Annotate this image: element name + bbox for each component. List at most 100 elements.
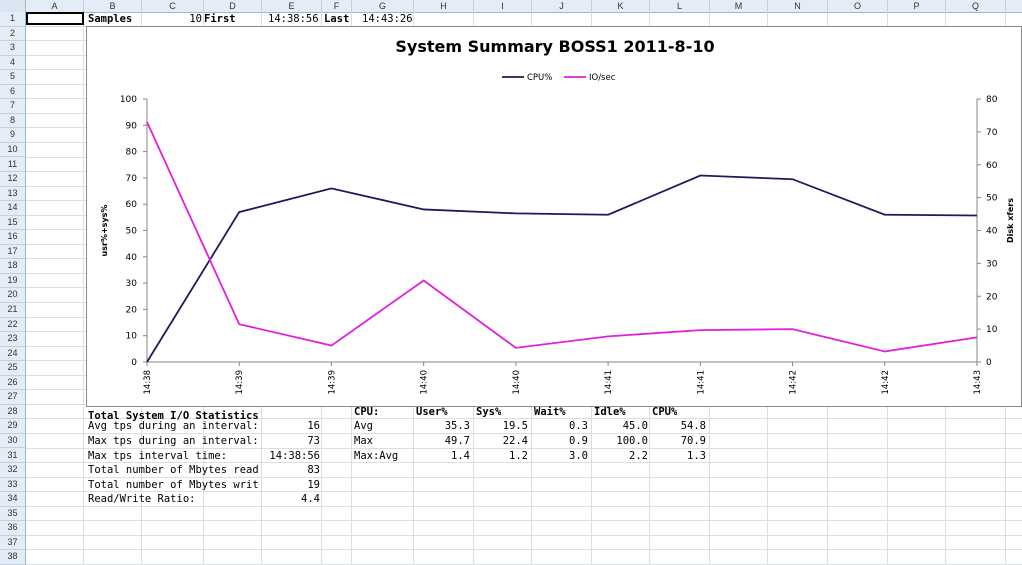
column-header-a[interactable]: A bbox=[26, 0, 84, 12]
cpu-stat-value: 2.2 bbox=[629, 449, 648, 462]
cpu-header-3: Wait% bbox=[534, 405, 566, 418]
row-header-12[interactable]: 12 bbox=[0, 172, 25, 187]
io-stats-header: Total System I/O Statistics bbox=[88, 410, 259, 422]
row-header-3[interactable]: 3 bbox=[0, 41, 25, 56]
column-header-h[interactable]: H bbox=[414, 0, 474, 12]
row-header-2[interactable]: 2 bbox=[0, 27, 25, 42]
y-tick-label-left: 20 bbox=[126, 305, 138, 315]
row-header-4[interactable]: 4 bbox=[0, 56, 25, 71]
row-header-21[interactable]: 21 bbox=[0, 303, 25, 318]
row-header-23[interactable]: 23 bbox=[0, 332, 25, 347]
legend-label: CPU% bbox=[527, 73, 552, 83]
y-tick-label-left: 0 bbox=[131, 358, 137, 368]
row-header-26[interactable]: 26 bbox=[0, 376, 25, 391]
chart-title: System Summary BOSS1 2011-8-10 bbox=[395, 37, 715, 56]
row-header-22[interactable]: 22 bbox=[0, 318, 25, 333]
samples-value: 10 bbox=[189, 13, 202, 25]
row-header-10[interactable]: 10 bbox=[0, 143, 25, 158]
y-tick-label-right: 70 bbox=[986, 128, 998, 138]
grid-row-line bbox=[26, 549, 1022, 551]
io-stat-label: Avg tps during an interval: bbox=[88, 420, 259, 433]
column-header-i[interactable]: I bbox=[474, 0, 532, 12]
row-header-9[interactable]: 9 bbox=[0, 128, 25, 143]
column-header-m[interactable]: M bbox=[710, 0, 768, 12]
row-header-6[interactable]: 6 bbox=[0, 85, 25, 100]
io-stat-value: 83 bbox=[307, 464, 320, 477]
column-header-q[interactable]: Q bbox=[946, 0, 1006, 12]
column-header-j[interactable]: J bbox=[532, 0, 592, 12]
cpu-stat-value: 100.0 bbox=[616, 434, 648, 447]
column-header-l[interactable]: L bbox=[650, 0, 710, 12]
row-header-27[interactable]: 27 bbox=[0, 390, 25, 405]
grid-row-line bbox=[26, 563, 1022, 565]
column-header-k[interactable]: K bbox=[592, 0, 650, 12]
row-header-35[interactable]: 35 bbox=[0, 507, 25, 522]
row-header-14[interactable]: 14 bbox=[0, 201, 25, 216]
x-tick-label: 14:39 bbox=[327, 370, 337, 395]
row-header-13[interactable]: 13 bbox=[0, 187, 25, 202]
series-line-io-sec bbox=[146, 121, 978, 353]
column-header-d[interactable]: D bbox=[204, 0, 262, 12]
cpu-header-1: User% bbox=[416, 405, 448, 418]
row-headers: 1 2 3 4 5 6 7 8 9 10 11 12 13 14 15 16 17 18 19 20 21 22 23 24 2… bbox=[0, 12, 26, 565]
row-header-15[interactable]: 15 bbox=[0, 216, 25, 231]
x-tick-label: 14:38 bbox=[143, 370, 153, 395]
column-header-e[interactable]: E bbox=[262, 0, 322, 12]
column-header-p[interactable]: P bbox=[888, 0, 946, 12]
y-tick-label-left: 90 bbox=[126, 121, 138, 131]
grid-row-line bbox=[26, 432, 1022, 434]
cpu-row-name: Avg bbox=[354, 420, 373, 433]
selected-cell-a1[interactable] bbox=[26, 12, 84, 25]
cpu-stat-value: 19.5 bbox=[502, 420, 528, 433]
y-tick-label-right: 50 bbox=[986, 194, 998, 204]
column-header-g[interactable]: G bbox=[352, 0, 414, 12]
row-header-34[interactable]: 34 bbox=[0, 492, 25, 507]
row-header-32[interactable]: 32 bbox=[0, 463, 25, 478]
cpu-row-name: Max bbox=[354, 434, 373, 447]
grid-row-line bbox=[26, 476, 1022, 478]
series-line-cpu- bbox=[146, 174, 978, 363]
x-tick-label: 14:42 bbox=[881, 370, 891, 395]
row-header-33[interactable]: 33 bbox=[0, 478, 25, 493]
row-header-30[interactable]: 30 bbox=[0, 434, 25, 449]
legend-label: IO/sec bbox=[589, 73, 616, 83]
row-header-20[interactable]: 20 bbox=[0, 288, 25, 303]
row-header-11[interactable]: 11 bbox=[0, 158, 25, 173]
column-header-f[interactable]: F bbox=[322, 0, 352, 12]
row-header-38[interactable]: 38 bbox=[0, 550, 25, 565]
row-header-37[interactable]: 37 bbox=[0, 536, 25, 551]
row-header-1[interactable]: 1 bbox=[0, 12, 25, 27]
row-header-28[interactable]: 28 bbox=[0, 405, 25, 420]
io-stat-label: Total number of Mbytes writ bbox=[88, 478, 259, 491]
cpu-stat-value: 0.3 bbox=[569, 420, 588, 433]
column-header-b[interactable]: B bbox=[84, 0, 142, 12]
column-header-c[interactable]: C bbox=[142, 0, 204, 12]
row-header-7[interactable]: 7 bbox=[0, 99, 25, 114]
system-summary-chart[interactable]: System Summary BOSS1 2011-8-10 0 10 20 30 40… bbox=[86, 26, 1022, 407]
row-header-24[interactable]: 24 bbox=[0, 347, 25, 362]
y-tick-label-left: 70 bbox=[126, 174, 138, 184]
row-header-17[interactable]: 17 bbox=[0, 245, 25, 260]
y-tick-label-right: 0 bbox=[986, 358, 992, 368]
row-header-8[interactable]: 8 bbox=[0, 114, 25, 129]
y-tick-label-left: 60 bbox=[126, 200, 138, 210]
cpu-stat-value: 3.0 bbox=[569, 449, 588, 462]
row-header-36[interactable]: 36 bbox=[0, 521, 25, 536]
chart-plot: 0 10 20 30 40 50 60 70 80 90 100 0 10 20 30 40 50 60 70 80 1… bbox=[100, 73, 1015, 395]
row-header-29[interactable]: 29 bbox=[0, 419, 25, 434]
y-tick-label-right: 80 bbox=[986, 95, 998, 105]
select-all-corner[interactable] bbox=[0, 0, 26, 12]
row-header-25[interactable]: 25 bbox=[0, 361, 25, 376]
y-tick-label-left: 100 bbox=[120, 95, 137, 105]
row-header-18[interactable]: 18 bbox=[0, 259, 25, 274]
column-header-o[interactable]: O bbox=[828, 0, 888, 12]
grid-row-line bbox=[26, 447, 1022, 449]
grid-row-line bbox=[26, 462, 1022, 464]
row-header-19[interactable]: 19 bbox=[0, 274, 25, 289]
row-header-5[interactable]: 5 bbox=[0, 70, 25, 85]
cpu-header-2: Sys% bbox=[476, 405, 502, 418]
row-header-31[interactable]: 31 bbox=[0, 449, 25, 464]
column-header-n[interactable]: N bbox=[768, 0, 828, 12]
row-header-16[interactable]: 16 bbox=[0, 230, 25, 245]
